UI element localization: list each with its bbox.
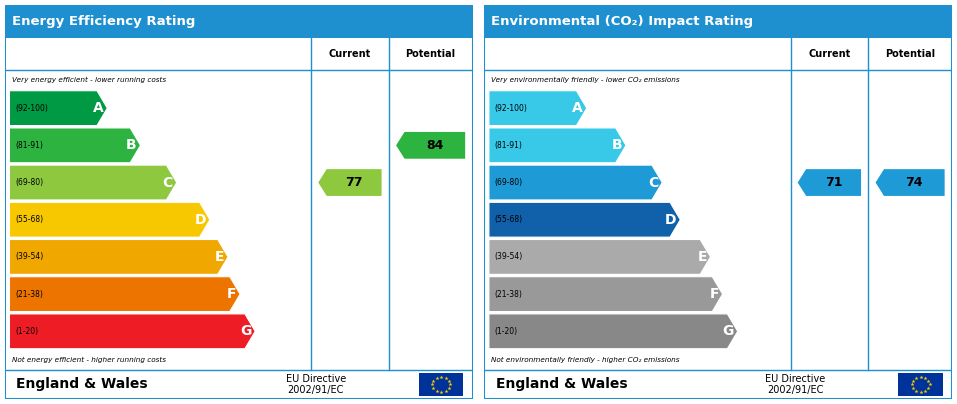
Text: (81-91): (81-91): [15, 141, 43, 150]
Text: 77: 77: [345, 176, 363, 189]
Text: D: D: [194, 213, 206, 227]
Text: E: E: [214, 250, 224, 264]
Polygon shape: [489, 128, 626, 163]
Text: England & Wales: England & Wales: [16, 377, 148, 391]
Text: C: C: [163, 175, 173, 189]
Polygon shape: [489, 314, 738, 349]
Text: Very energy efficient - lower running costs: Very energy efficient - lower running co…: [11, 77, 166, 83]
Text: Very environmentally friendly - lower CO₂ emissions: Very environmentally friendly - lower CO…: [491, 77, 679, 83]
Text: Not environmentally friendly - higher CO₂ emissions: Not environmentally friendly - higher CO…: [491, 357, 679, 363]
Text: Potential: Potential: [406, 49, 456, 59]
Text: (69-80): (69-80): [495, 178, 523, 187]
Polygon shape: [10, 277, 240, 311]
Text: F: F: [709, 287, 719, 301]
Text: Energy Efficiency Rating: Energy Efficiency Rating: [11, 15, 195, 28]
Polygon shape: [10, 165, 177, 200]
Text: (55-68): (55-68): [495, 215, 523, 224]
Text: 74: 74: [905, 176, 924, 189]
Text: Not energy efficient - higher running costs: Not energy efficient - higher running co…: [11, 357, 166, 363]
Text: EU Directive
2002/91/EC: EU Directive 2002/91/EC: [765, 374, 825, 395]
Polygon shape: [489, 165, 662, 200]
Text: A: A: [93, 101, 103, 115]
Text: G: G: [723, 324, 734, 338]
Polygon shape: [396, 132, 465, 159]
Polygon shape: [10, 91, 107, 126]
Polygon shape: [876, 169, 945, 196]
Text: (1-20): (1-20): [495, 327, 518, 336]
Polygon shape: [489, 240, 710, 274]
Text: (39-54): (39-54): [495, 252, 523, 261]
Text: G: G: [240, 324, 252, 338]
Polygon shape: [489, 202, 680, 237]
Text: D: D: [665, 213, 677, 227]
Text: 84: 84: [426, 139, 443, 152]
Polygon shape: [319, 169, 382, 196]
Text: (1-20): (1-20): [15, 327, 38, 336]
Text: B: B: [612, 138, 622, 152]
Polygon shape: [798, 169, 861, 196]
Polygon shape: [10, 314, 256, 349]
Text: F: F: [227, 287, 236, 301]
Polygon shape: [10, 128, 141, 163]
Polygon shape: [10, 202, 210, 237]
Polygon shape: [10, 240, 228, 274]
Text: Current: Current: [329, 49, 371, 59]
Text: (55-68): (55-68): [15, 215, 43, 224]
Bar: [419, 372, 463, 396]
Text: Potential: Potential: [885, 49, 935, 59]
Text: E: E: [698, 250, 707, 264]
Bar: [899, 372, 943, 396]
Polygon shape: [489, 277, 723, 311]
Text: (21-38): (21-38): [495, 290, 523, 299]
Bar: [5, 5, 473, 38]
Text: (92-100): (92-100): [15, 104, 48, 113]
Text: (21-38): (21-38): [15, 290, 43, 299]
Bar: [484, 5, 952, 38]
Text: Environmental (CO₂) Impact Rating: Environmental (CO₂) Impact Rating: [491, 15, 753, 28]
Text: (69-80): (69-80): [15, 178, 43, 187]
Text: 71: 71: [825, 176, 842, 189]
Text: (92-100): (92-100): [495, 104, 527, 113]
Text: A: A: [572, 101, 583, 115]
Text: EU Directive
2002/91/EC: EU Directive 2002/91/EC: [285, 374, 345, 395]
Text: England & Wales: England & Wales: [496, 377, 628, 391]
Text: C: C: [648, 175, 658, 189]
Polygon shape: [489, 91, 587, 126]
Text: (81-91): (81-91): [495, 141, 523, 150]
Text: (39-54): (39-54): [15, 252, 43, 261]
Text: Current: Current: [809, 49, 851, 59]
Text: B: B: [126, 138, 137, 152]
